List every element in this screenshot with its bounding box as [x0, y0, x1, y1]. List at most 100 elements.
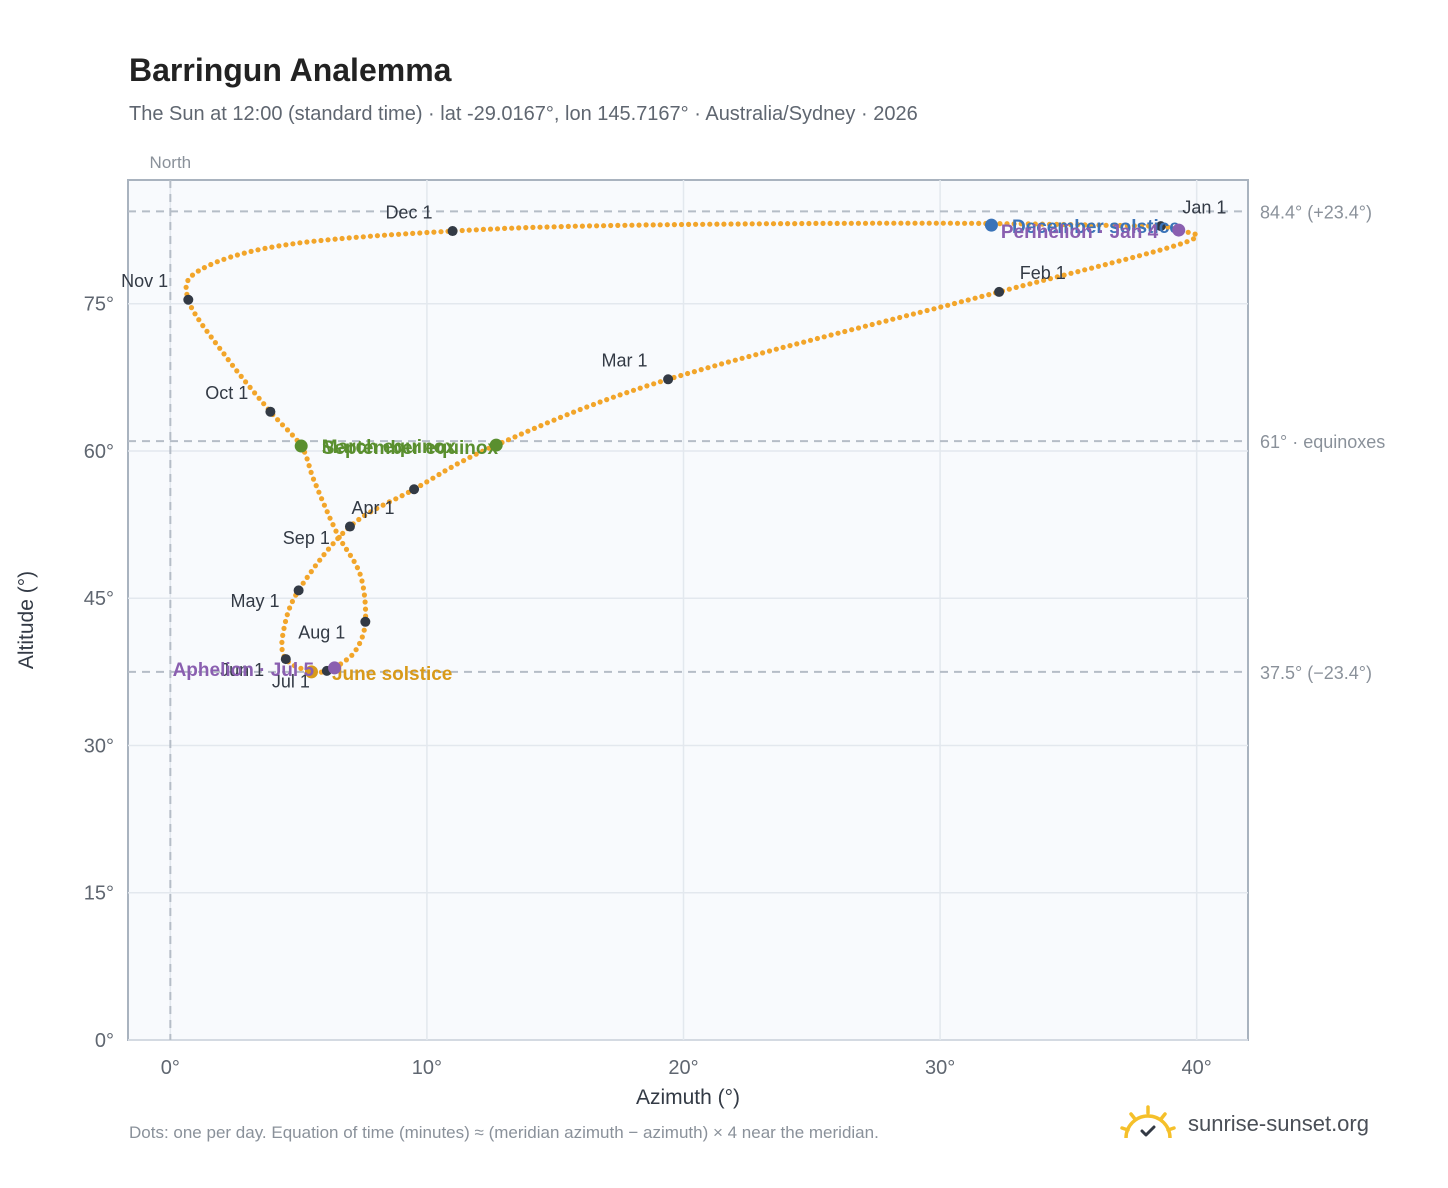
plot-background [127, 179, 1249, 1041]
month-markers: Jan 1 Feb 1 Mar 1 Apr 1 May 1 Jun 1 Jul 1 Aug 1… [121, 197, 1226, 691]
daily-sun-dot [1096, 222, 1102, 228]
daily-sun-dot [243, 379, 249, 385]
daily-sun-dot [1054, 221, 1060, 227]
daily-sun-dot [912, 220, 918, 226]
x-tick-label: 30° [925, 1057, 955, 1079]
daily-sun-dot [565, 223, 571, 229]
daily-sun-dot [551, 224, 557, 230]
daily-sun-dot [572, 223, 578, 229]
daily-sun-dot [671, 222, 678, 228]
daily-sun-dot [828, 332, 834, 338]
daily-sun-dot [333, 528, 339, 534]
daily-sun-dot [972, 295, 978, 301]
daily-sun-dot [820, 220, 826, 226]
daily-sun-dot [1068, 270, 1074, 276]
daily-sun-dot [480, 448, 486, 454]
daily-sun-dot [571, 409, 577, 415]
daily-sun-dot [792, 221, 798, 227]
daily-sun-dot [466, 227, 472, 233]
daily-sun-dot [357, 640, 363, 647]
daily-sun-dot [354, 565, 360, 571]
daily-sun-dot [304, 574, 310, 581]
daily-sun-dot [327, 515, 333, 521]
daily-sun-dot [523, 225, 529, 231]
event-marker [1172, 223, 1186, 237]
daily-sun-dot [195, 268, 201, 274]
daily-sun-dot [954, 220, 961, 226]
daily-sun-dot [262, 245, 268, 251]
daily-sun-dot [1075, 222, 1081, 228]
daily-sun-dot [518, 431, 525, 437]
daily-sun-dot [926, 220, 932, 226]
daily-sun-dot [778, 221, 784, 227]
daily-sun-dot [380, 502, 386, 508]
daily-sun-dot [1171, 243, 1177, 249]
daily-sun-dot [343, 657, 349, 663]
daily-sun-dot [624, 390, 630, 396]
daily-sun-dot [454, 461, 460, 467]
daily-sun-dot [544, 420, 551, 426]
daily-sun-dot [1103, 222, 1109, 228]
daily-sun-dot [1117, 222, 1123, 229]
daily-sun-dot [1177, 241, 1183, 247]
daily-sun-dot [204, 328, 210, 334]
daily-sun-dot [604, 397, 610, 403]
daily-sun-dot [318, 237, 324, 244]
daily-sun-dot [525, 428, 531, 434]
daily-sun-dot [1082, 222, 1088, 228]
y-tick-label: 0° [95, 1030, 114, 1052]
daily-sun-dot [473, 227, 479, 233]
daily-sun-dot [691, 369, 698, 375]
daily-sun-dot [1039, 221, 1045, 227]
daily-sun-dot [807, 337, 814, 343]
daily-sun-dot [340, 530, 346, 537]
daily-sun-dot [374, 233, 380, 239]
daily-sun-dot [509, 225, 515, 231]
daily-sun-dot [319, 496, 325, 502]
month-marker-label: Jul 1 [272, 672, 310, 692]
daily-sun-dot [284, 427, 291, 433]
daily-sun-dot [891, 220, 897, 226]
daily-sun-dot [330, 522, 336, 528]
brand-name: sunrise-sunset.org [1188, 1111, 1369, 1136]
daily-sun-dot [282, 618, 289, 625]
daily-sun-dot [353, 647, 359, 653]
reference-line-label: 61° · equinoxes [1260, 432, 1385, 452]
month-marker [447, 226, 458, 237]
daily-sun-dot [651, 381, 657, 387]
daily-sun-dot [933, 220, 939, 226]
daily-sun-dot [424, 479, 430, 485]
daily-sun-dot [785, 221, 791, 227]
daily-sun-dot [945, 302, 951, 308]
daily-sun-dot [1110, 222, 1116, 228]
daily-sun-dot [537, 224, 543, 230]
month-marker-label: Mar 1 [601, 351, 647, 371]
daily-sun-dot [1109, 260, 1115, 266]
event-marker [304, 665, 318, 679]
daily-sun-dot [705, 365, 711, 371]
daily-sun-dot [291, 663, 297, 669]
daily-sun-dot [742, 221, 748, 227]
daily-sun-dot [304, 456, 310, 462]
daily-sun-dot [353, 234, 359, 240]
daily-sun-dot [835, 330, 841, 336]
daily-sun-dot [346, 235, 352, 241]
daily-sun-dot [630, 387, 637, 393]
daily-sun-dot [1011, 221, 1017, 227]
month-marker-label: Dec 1 [385, 202, 432, 222]
month-marker [409, 484, 420, 495]
daily-sun-dot [1095, 263, 1101, 269]
daily-sun-dot [947, 220, 954, 226]
daily-sun-dot [1047, 276, 1053, 282]
daily-sun-dot [834, 220, 840, 226]
daily-sun-dot [531, 425, 538, 431]
daily-sun-dot [938, 304, 944, 310]
daily-sun-dot [281, 625, 287, 632]
daily-sun-dot [339, 235, 345, 242]
daily-sun-dot [214, 259, 220, 265]
daily-sun-dot [280, 632, 286, 639]
event-marker [984, 218, 998, 232]
daily-sun-dot [622, 222, 628, 228]
daily-sun-dot [924, 307, 930, 314]
daily-sun-dot [1068, 222, 1074, 228]
